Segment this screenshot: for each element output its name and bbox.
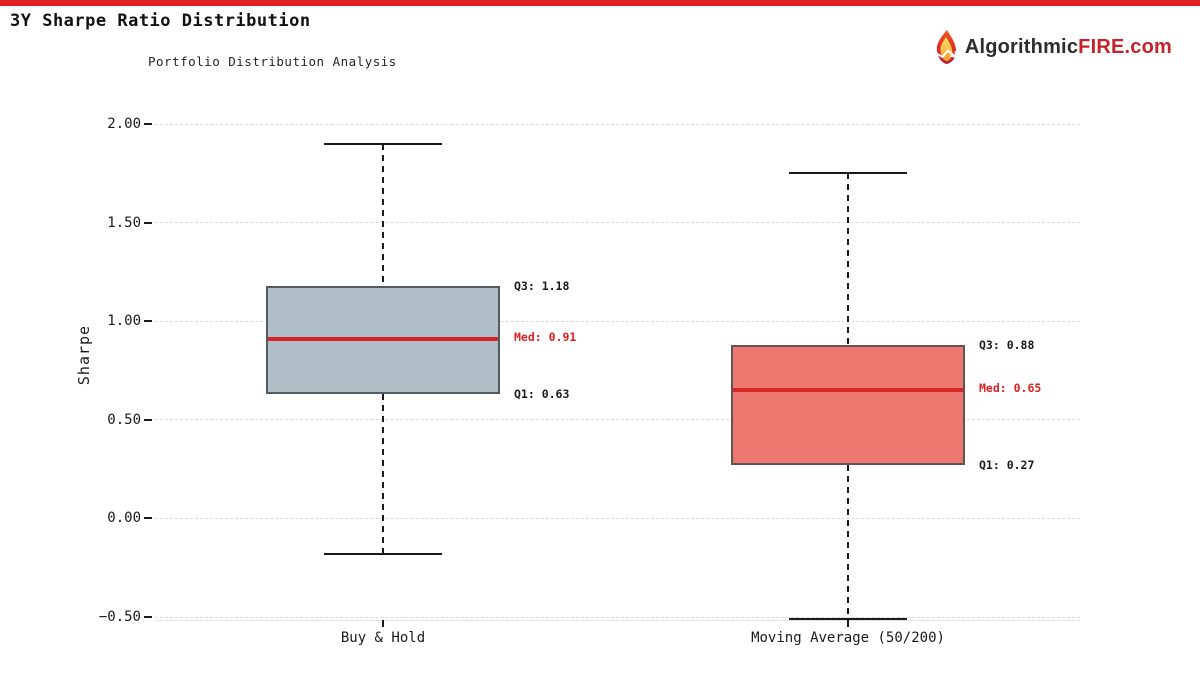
whisker-cap-bottom <box>324 552 442 555</box>
brand-text-dark: Algorithmic <box>964 35 1079 58</box>
x-axis-spine <box>155 620 1080 621</box>
y-tick-mark <box>144 418 152 421</box>
x-tick-mark <box>382 620 384 627</box>
gridline <box>155 419 1080 421</box>
y-tick-label: 2.00 <box>107 116 141 132</box>
annotation-med: Med: 0.91 <box>514 329 577 344</box>
annotation-med: Med: 0.65 <box>979 381 1042 396</box>
y-tick-mark <box>144 123 152 125</box>
y-tick-label: 1.00 <box>107 313 141 330</box>
brand-text: AlgorithmicFIRE.com <box>965 36 1172 59</box>
y-tick-mark <box>144 517 152 520</box>
chart-subtitle: Portfolio Distribution Analysis <box>148 54 397 69</box>
x-category-label: Buy & Hold <box>340 630 426 646</box>
whisker-lower <box>847 465 849 619</box>
gridline <box>155 123 1080 125</box>
page-title: 3Y Sharpe Ratio Distribution <box>10 11 311 31</box>
flame-icon <box>931 29 961 65</box>
brand-text-red: FIRE.com <box>1078 35 1172 58</box>
median-line <box>268 336 498 341</box>
whisker-cap-top <box>789 172 907 175</box>
x-category-label: Moving Average (50/200) <box>751 630 945 646</box>
gridline <box>155 320 1080 322</box>
gridline <box>155 517 1080 519</box>
whisker-lower <box>382 394 384 554</box>
y-tick-mark <box>144 616 152 618</box>
annotation-q3: Q3: 0.88 <box>979 337 1035 352</box>
whisker-upper <box>382 143 384 286</box>
top-accent-bar <box>0 0 1200 6</box>
median-line <box>733 388 963 393</box>
y-tick-mark <box>144 221 152 224</box>
annotation-q1: Q1: 0.27 <box>979 458 1035 473</box>
annotation-q1: Q1: 0.63 <box>514 387 570 402</box>
whisker-upper <box>847 173 849 345</box>
y-tick-label: −0.50 <box>98 609 141 625</box>
gridline <box>155 222 1080 224</box>
gridline <box>155 616 1080 618</box>
brand-logo[interactable]: AlgorithmicFIRE.com <box>931 28 1172 66</box>
annotation-q3: Q3: 1.18 <box>514 278 570 293</box>
y-tick-label: 0.50 <box>107 411 141 428</box>
x-tick-mark <box>847 620 849 627</box>
whisker-cap-bottom <box>789 617 907 620</box>
y-tick-label: 0.00 <box>107 510 141 527</box>
box <box>731 344 965 466</box>
y-tick-mark <box>144 320 152 323</box>
whisker-cap-top <box>324 142 442 145</box>
y-tick-label: 1.50 <box>107 214 141 231</box>
